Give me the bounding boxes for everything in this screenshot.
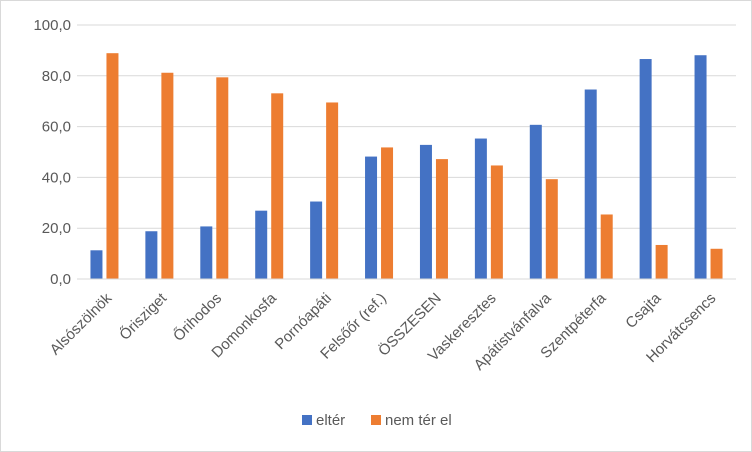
bar-elter — [639, 59, 652, 280]
bar-elter — [90, 250, 103, 279]
bar-nem-ter-el — [216, 77, 229, 279]
bar-elter — [255, 210, 268, 279]
bar-nem-ter-el — [435, 159, 448, 279]
bar-nem-ter-el — [161, 72, 174, 279]
bar-elter — [200, 226, 213, 279]
bar-nem-ter-el — [326, 102, 339, 279]
bar-nem-ter-el — [655, 244, 668, 279]
bar-nem-ter-el — [600, 214, 613, 279]
bar-nem-ter-el — [545, 179, 558, 279]
bar-nem-ter-el — [710, 248, 723, 279]
bar-elter — [529, 124, 542, 280]
legend-swatch — [371, 415, 381, 425]
bar-nem-ter-el — [106, 53, 119, 279]
legend-label: eltér — [316, 412, 345, 429]
x-axis-category-labels: Alsószölnök Őrisziget ŐrihodosDomonkosfaPo… — [47, 289, 720, 374]
y-tick-label: 20,0 — [42, 220, 71, 237]
y-tick-label: 100,0 — [33, 17, 71, 34]
x-category-label: Csajta — [622, 289, 665, 332]
legend-swatch — [302, 415, 312, 425]
y-tick-label: 0,0 — [50, 271, 71, 288]
gridlines — [77, 24, 736, 229]
bar-elter — [310, 201, 323, 279]
bar-elter — [584, 89, 597, 280]
bar-nem-ter-el — [381, 147, 394, 279]
legend: eltér nem tér el — [302, 412, 452, 429]
bar-nem-ter-el — [271, 93, 284, 280]
bar-elter — [419, 144, 432, 279]
legend-label: nem tér el — [385, 412, 452, 429]
x-category-label: Alsószölnök — [47, 289, 116, 358]
x-category-label: Őrihodos — [170, 290, 225, 345]
bar-elter — [474, 138, 487, 279]
y-tick-label: 60,0 — [42, 119, 71, 136]
bar-elter — [365, 156, 378, 279]
y-tick-label: 80,0 — [42, 68, 71, 85]
bars — [90, 53, 723, 280]
y-axis-tick-labels: 0,0 20,0 40,0 60,0 80,0 100,0 — [33, 17, 71, 288]
bar-elter — [694, 55, 707, 280]
y-tick-label: 40,0 — [42, 169, 71, 186]
bar-elter — [145, 231, 158, 279]
bar-nem-ter-el — [490, 165, 503, 279]
x-category-label: Őrisziget — [116, 289, 170, 343]
